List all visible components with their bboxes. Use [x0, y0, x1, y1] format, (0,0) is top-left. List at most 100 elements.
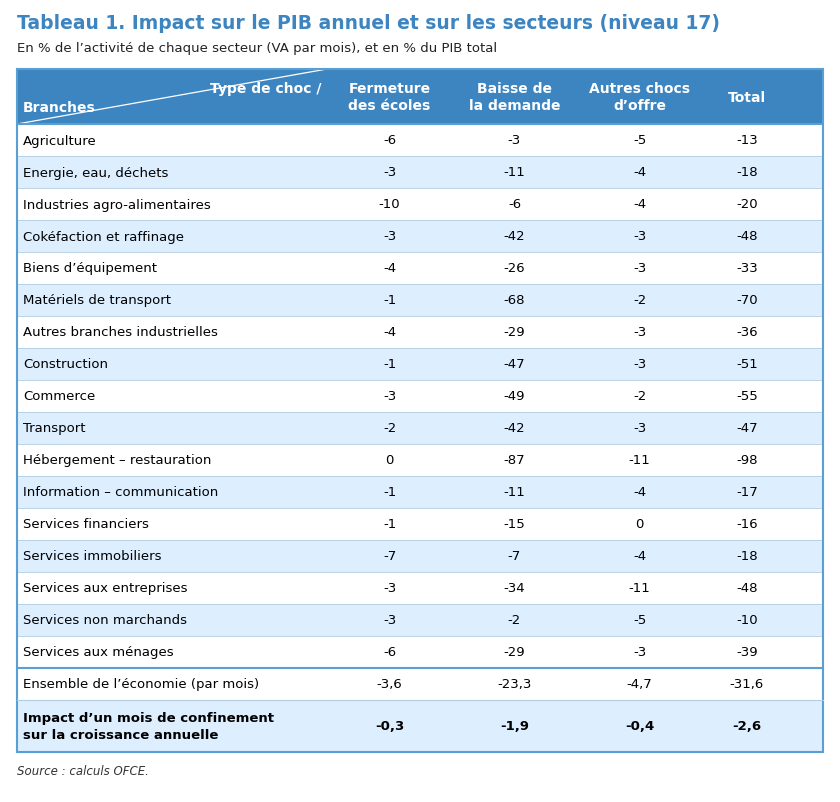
Text: -34: -34 — [504, 581, 525, 595]
Text: -87: -87 — [504, 454, 525, 467]
Text: -4: -4 — [383, 262, 396, 275]
Text: -3: -3 — [633, 358, 646, 371]
Text: -29: -29 — [504, 326, 525, 339]
Text: -1: -1 — [383, 518, 396, 531]
Text: Construction: Construction — [23, 358, 108, 371]
Text: Information – communication: Information – communication — [23, 486, 218, 499]
Text: -1: -1 — [383, 486, 396, 499]
Text: -13: -13 — [736, 134, 758, 148]
Bar — [17, 349, 823, 380]
Text: -98: -98 — [736, 454, 758, 467]
Bar — [17, 508, 823, 541]
Text: -11: -11 — [628, 454, 650, 467]
Text: Agriculture: Agriculture — [23, 134, 97, 148]
Bar — [17, 668, 823, 700]
Text: -3: -3 — [383, 581, 396, 595]
Text: -2: -2 — [633, 390, 646, 403]
Text: -42: -42 — [504, 230, 525, 243]
Text: -42: -42 — [504, 422, 525, 435]
Text: Services aux ménages: Services aux ménages — [23, 646, 174, 658]
Text: -3: -3 — [383, 230, 396, 243]
Text: -10: -10 — [379, 198, 401, 211]
Text: -4: -4 — [633, 486, 646, 499]
Text: Autres chocs
d’offre: Autres chocs d’offre — [589, 82, 690, 113]
Bar — [17, 476, 823, 508]
Text: -4,7: -4,7 — [627, 678, 653, 691]
Text: -0,4: -0,4 — [625, 719, 654, 732]
Text: -4: -4 — [383, 326, 396, 339]
Text: -3,6: -3,6 — [376, 678, 402, 691]
Text: -39: -39 — [736, 646, 758, 658]
Text: -11: -11 — [504, 486, 525, 499]
Text: -51: -51 — [736, 358, 758, 371]
Text: -3: -3 — [633, 326, 646, 339]
Text: -3: -3 — [383, 614, 396, 626]
Text: -48: -48 — [736, 581, 758, 595]
Text: -26: -26 — [504, 262, 525, 275]
Text: Cokéfaction et raffinage: Cokéfaction et raffinage — [23, 230, 184, 243]
Text: -3: -3 — [383, 166, 396, 180]
Text: -1: -1 — [383, 294, 396, 307]
Text: -47: -47 — [736, 422, 758, 435]
Text: -17: -17 — [736, 486, 758, 499]
Text: -55: -55 — [736, 390, 758, 403]
Text: Services non marchands: Services non marchands — [23, 614, 187, 626]
Text: Services financiers: Services financiers — [23, 518, 149, 531]
Bar — [17, 125, 823, 157]
Text: -2,6: -2,6 — [732, 719, 762, 732]
Text: Industries agro-alimentaires: Industries agro-alimentaires — [23, 198, 211, 211]
Bar — [17, 541, 823, 573]
Text: -16: -16 — [736, 518, 758, 531]
Text: Hébergement – restauration: Hébergement – restauration — [23, 454, 212, 467]
Text: -3: -3 — [383, 390, 396, 403]
Bar — [17, 700, 823, 752]
Text: -3: -3 — [633, 422, 646, 435]
Text: Commerce: Commerce — [23, 390, 95, 403]
Text: -23,3: -23,3 — [497, 678, 532, 691]
Bar — [17, 188, 823, 221]
Text: -6: -6 — [383, 646, 396, 658]
Bar — [17, 412, 823, 444]
Text: -3: -3 — [633, 230, 646, 243]
Bar — [17, 604, 823, 636]
Text: -3: -3 — [633, 646, 646, 658]
Text: Fermeture
des écoles: Fermeture des écoles — [349, 82, 431, 113]
Text: -6: -6 — [383, 134, 396, 148]
Text: -7: -7 — [383, 550, 396, 563]
Text: -4: -4 — [633, 166, 646, 180]
Text: Total: Total — [728, 91, 766, 104]
Text: Baisse de
la demande: Baisse de la demande — [469, 82, 560, 113]
Text: -2: -2 — [508, 614, 521, 626]
Bar — [17, 380, 823, 412]
Text: -3: -3 — [508, 134, 521, 148]
Text: Services aux entreprises: Services aux entreprises — [23, 581, 187, 595]
Text: -4: -4 — [633, 550, 646, 563]
Bar — [17, 70, 823, 125]
Text: -68: -68 — [504, 294, 525, 307]
Bar — [17, 444, 823, 476]
Bar — [17, 157, 823, 188]
Text: Branches: Branches — [23, 101, 96, 115]
Text: -70: -70 — [736, 294, 758, 307]
Text: Transport: Transport — [23, 422, 86, 435]
Text: -33: -33 — [736, 262, 758, 275]
Text: Autres branches industrielles: Autres branches industrielles — [23, 326, 218, 339]
Text: Impact d’un mois de confinement
sur la croissance annuelle: Impact d’un mois de confinement sur la c… — [23, 711, 274, 741]
Text: -18: -18 — [736, 550, 758, 563]
Text: -0,3: -0,3 — [375, 719, 404, 732]
Text: Source : calculs OFCE.: Source : calculs OFCE. — [17, 764, 149, 777]
Text: Matériels de transport: Matériels de transport — [23, 294, 171, 307]
Text: -6: -6 — [508, 198, 521, 211]
Text: -1,9: -1,9 — [500, 719, 529, 732]
Text: -1: -1 — [383, 358, 396, 371]
Text: -36: -36 — [736, 326, 758, 339]
Text: 0: 0 — [386, 454, 394, 467]
Text: -18: -18 — [736, 166, 758, 180]
Text: -31,6: -31,6 — [730, 678, 764, 691]
Text: -20: -20 — [736, 198, 758, 211]
Text: 0: 0 — [635, 518, 643, 531]
Bar — [17, 636, 823, 668]
Text: -3: -3 — [633, 262, 646, 275]
Bar — [17, 253, 823, 285]
Text: -4: -4 — [633, 198, 646, 211]
